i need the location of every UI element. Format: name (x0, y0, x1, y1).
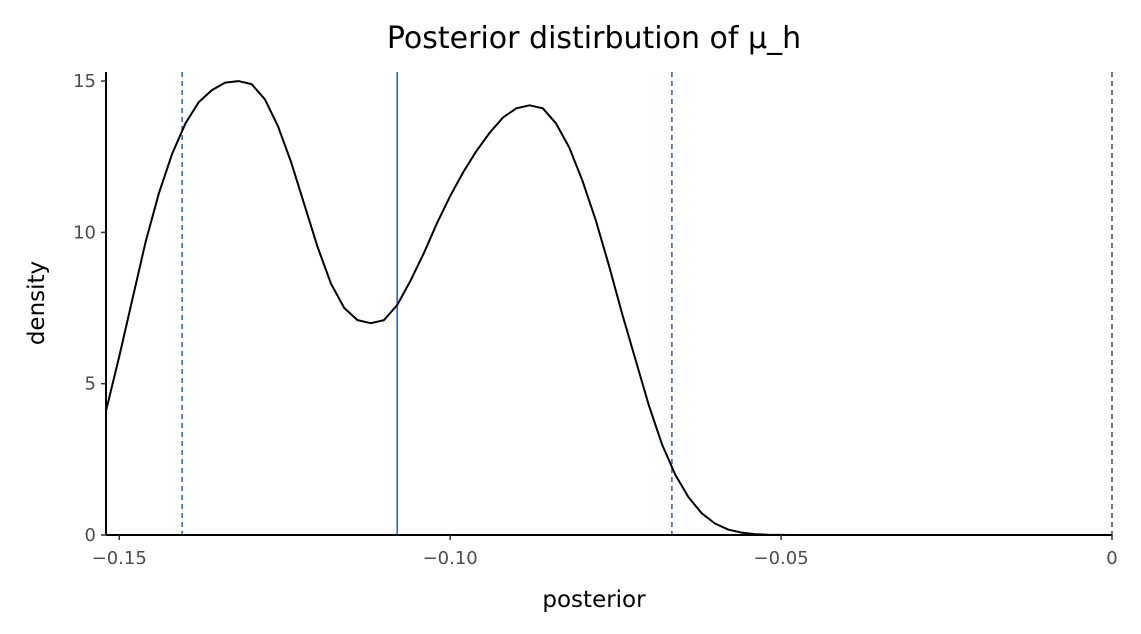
chart-title: Posterior distirbution of μ_h (387, 21, 801, 56)
x-axis-title: posterior (542, 587, 646, 613)
x-tick-label: −0.05 (753, 548, 808, 569)
x-tick-label: −0.10 (423, 548, 478, 569)
y-tick-label: 15 (73, 71, 96, 92)
y-tick-label: 0 (85, 525, 96, 546)
plot-area: −0.15 −0.10 −0.05 0 0 5 10 15 (73, 71, 1118, 569)
y-tick-label: 5 (85, 374, 96, 395)
y-tick-label: 10 (73, 222, 96, 243)
x-tick-label: 0 (1106, 548, 1117, 569)
x-tick-label: −0.15 (92, 548, 147, 569)
density-line-0 (105, 80, 1112, 536)
y-axis-title: density (24, 261, 50, 345)
